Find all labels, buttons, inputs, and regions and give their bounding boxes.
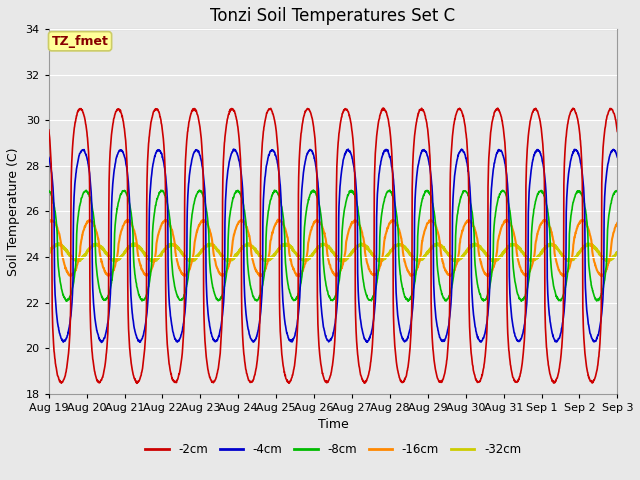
Y-axis label: Soil Temperature (C): Soil Temperature (C) xyxy=(7,147,20,276)
X-axis label: Time: Time xyxy=(317,418,348,431)
Title: Tonzi Soil Temperatures Set C: Tonzi Soil Temperatures Set C xyxy=(211,7,456,25)
Text: TZ_fmet: TZ_fmet xyxy=(52,35,109,48)
Legend: -2cm, -4cm, -8cm, -16cm, -32cm: -2cm, -4cm, -8cm, -16cm, -32cm xyxy=(140,438,526,461)
